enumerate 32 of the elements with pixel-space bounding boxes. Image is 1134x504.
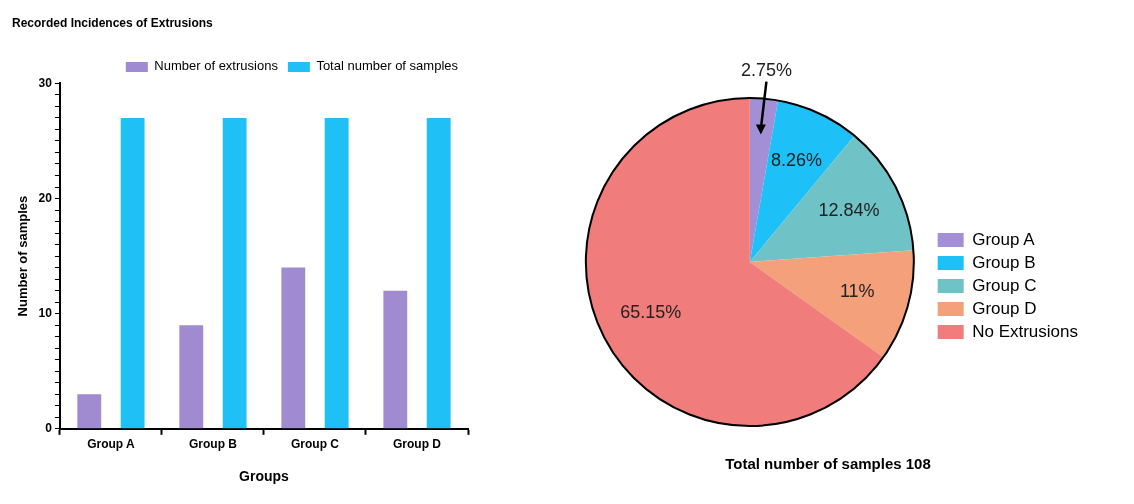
bar [120,117,145,429]
legend-label: Group D [972,298,1037,318]
legend-label: Group B [972,252,1036,272]
bar [222,117,247,429]
bar [426,117,451,429]
bar [179,325,204,429]
y-tick-label: 10 [38,305,53,320]
legend-label: Total number of samples [316,58,459,74]
y-tick-label: 0 [45,421,53,436]
bar [281,267,306,429]
chart-title: Recorded Incidences of Extrusions [12,15,214,30]
data-label: 12.84% [818,199,880,220]
bar [77,394,102,429]
x-tick-label: Group B [188,437,238,452]
data-label: 8.26% [771,149,823,170]
x-axis-title: Groups [239,468,290,485]
data-label: 65.15% [620,302,682,323]
legend-label: No Extrusions [972,321,1079,341]
y-tick-label: 30 [38,75,53,90]
y-tick-label: 20 [38,190,53,205]
text: Total number of samples 108 [725,455,931,473]
x-tick-label: Group D [392,437,442,452]
legend-label: Group C [972,275,1037,295]
x-tick-label: Group A [87,437,136,452]
x-tick-label: Group C [290,437,340,452]
legend-label: Group A [972,229,1036,249]
data-label: 11% [839,281,875,302]
bar [383,290,408,429]
y-axis-title: Number of samples [15,195,31,317]
data-label: 2.75% [740,59,792,80]
legend-label: Number of extrusions [154,58,279,74]
bar [324,117,349,429]
